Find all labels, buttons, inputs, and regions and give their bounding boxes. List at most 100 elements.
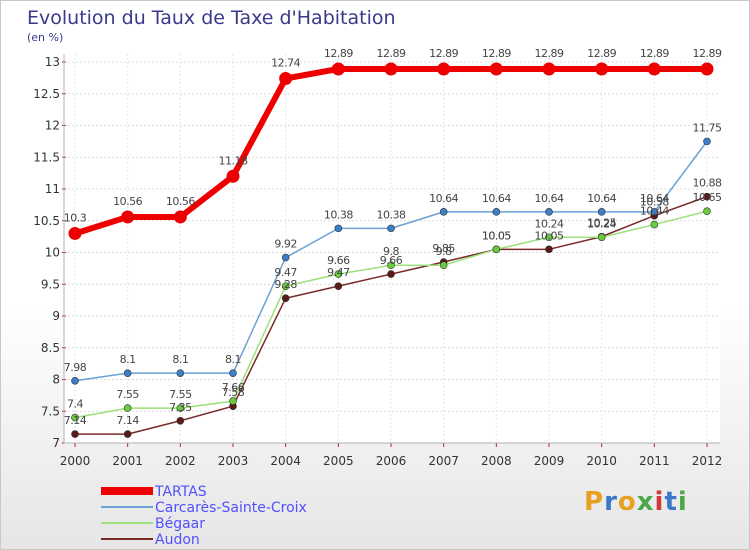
y-tick-label: 7 [52,436,60,450]
logo-letter: P [584,487,605,517]
plot-area [64,54,720,443]
y-tick-label: 13 [45,55,60,69]
data-point-tartas [68,226,82,240]
x-tick-label: 2003 [218,454,249,468]
data-point-carcar-s-sainte-croix [229,369,237,377]
data-point-tartas [542,62,556,76]
legend-swatch [101,506,153,508]
data-point-b-gaar [281,282,290,290]
data-point-tartas [437,62,451,76]
x-tick-label: 2010 [586,454,617,468]
data-label-carcar-s-sainte-croix: 8.1 [172,353,188,366]
data-label-tartas: 10.56 [113,195,142,208]
data-point-tartas [700,62,714,76]
data-point-audon [387,270,395,278]
data-label-b-gaar: 9.8 [383,245,399,258]
data-point-tartas [173,210,187,224]
y-tick-label: 12 [45,119,60,133]
data-point-audon [703,192,711,201]
legend-label: Bégaar [155,516,206,532]
legend-label: Carcarès-Sainte-Croix [155,500,307,516]
data-point-tartas [121,210,135,224]
data-point-b-gaar [71,413,79,422]
data-point-carcar-s-sainte-croix [281,253,290,262]
data-label-carcar-s-sainte-croix: 10.64 [482,192,511,205]
data-label-carcar-s-sainte-croix: 10.38 [377,208,406,221]
data-point-tartas [331,62,345,76]
data-point-carcar-s-sainte-croix [123,369,132,377]
data-label-tartas: 12.89 [587,47,616,60]
legend-swatch [101,522,153,524]
logo-letter: i [654,487,665,517]
data-label-tartas: 12.89 [640,47,669,60]
data-point-tartas [489,62,503,76]
data-point-b-gaar [176,404,185,412]
data-point-b-gaar [387,261,395,270]
legend-label: TARTAS [155,484,207,500]
x-tick-label: 2000 [60,454,91,468]
data-label-audon: 9.66 [380,254,403,267]
data-point-carcar-s-sainte-croix [650,208,659,216]
y-tick-label: 11 [45,182,60,196]
data-point-b-gaar [229,397,237,405]
data-label-tartas: 12.89 [429,47,458,60]
data-label-audon: 10.05 [535,229,564,242]
data-point-b-gaar [492,245,501,254]
data-point-carcar-s-sainte-croix [545,208,553,216]
data-point-tartas [384,62,398,76]
proxiti-logo: Proxiti [584,487,688,517]
x-tick-label: 2012 [692,454,723,468]
data-label-tartas: 12.89 [535,47,564,60]
data-label-carcar-s-sainte-croix: 11.75 [693,121,722,134]
x-tick-label: 2011 [639,454,670,468]
data-point-carcar-s-sainte-croix [492,208,501,216]
data-label-b-gaar: 10.24 [587,217,616,230]
data-label-carcar-s-sainte-croix: 8.1 [225,353,241,366]
y-tick-label: 8 [52,373,60,387]
data-label-carcar-s-sainte-croix: 10.38 [324,208,353,221]
data-label-tartas: 12.89 [324,47,353,60]
y-tick-label: 8.5 [41,341,60,355]
data-label-audon: 10.25 [587,217,616,230]
data-label-audon: 7.14 [116,414,139,427]
chart-title: Evolution du Taux de Taxe d'Habitation [27,7,396,29]
data-label-b-gaar: 9.66 [327,254,350,267]
legend-swatch [101,487,153,495]
data-label-audon: 7.35 [169,401,192,414]
x-tick-label: 2009 [534,454,565,468]
data-label-b-gaar: 7.66 [222,381,245,394]
logo-letter: x [636,487,655,517]
y-tick-label: 7.5 [41,404,60,418]
data-label-b-gaar: 9.47 [274,266,297,279]
data-label-b-gaar: 7.4 [67,398,83,411]
data-point-carcar-s-sainte-croix [176,369,185,377]
data-point-tartas [279,72,293,86]
data-label-audon: 7.58 [222,386,245,399]
data-point-carcar-s-sainte-croix [334,224,343,233]
y-tick-label: 10 [45,246,60,260]
data-point-carcar-s-sainte-croix [71,376,79,385]
logo-letter: o [617,487,637,517]
data-point-carcar-s-sainte-croix [439,208,448,216]
y-tick-label: 11.5 [33,150,60,164]
data-label-carcar-s-sainte-croix: 10.64 [535,192,564,205]
y-tick-label: 9.5 [41,277,60,291]
data-label-audon: 9.28 [274,278,297,291]
legend-label: Audon [155,532,200,548]
data-point-carcar-s-sainte-croix [597,208,606,216]
data-label-b-gaar: 7.55 [169,388,192,401]
logo-letter: t [664,487,678,517]
data-label-audon: 10.58 [640,196,669,209]
data-point-audon [334,282,343,290]
y-tick-label: 9 [52,309,60,323]
data-point-audon [176,416,185,425]
data-point-audon [281,294,290,303]
data-label-b-gaar: 10.65 [693,191,722,204]
x-tick-label: 2008 [481,454,512,468]
data-label-tartas: 12.89 [693,47,722,60]
data-label-tartas: 10.56 [166,195,195,208]
data-label-audon: 9.85 [432,242,455,255]
logo-letter: r [604,487,618,517]
